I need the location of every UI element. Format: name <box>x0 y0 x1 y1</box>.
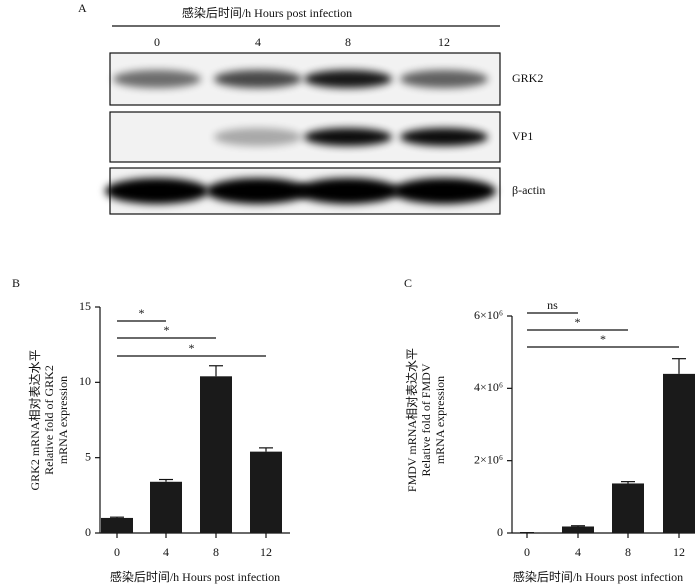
lane-label: 8 <box>345 35 351 49</box>
significance-label: * <box>575 315 581 329</box>
band-label: VP1 <box>512 129 533 143</box>
y-axis-label: mRNA expression <box>56 376 70 464</box>
band-label: β-actin <box>512 183 545 197</box>
blot-title: 感染后时间/h Hours post infection <box>182 5 352 20</box>
band <box>304 128 392 146</box>
x-tick-label: 0 <box>524 545 530 559</box>
x-tick-label: 4 <box>163 545 169 559</box>
y-tick-label: 5 <box>85 449 91 463</box>
x-tick-label: 12 <box>260 545 272 559</box>
x-axis-label: 感染后时间/h Hours post infection <box>513 569 683 584</box>
x-axis-label: 感染后时间/h Hours post infection <box>110 569 280 584</box>
band <box>214 128 302 146</box>
panel-label: B <box>12 276 20 290</box>
band <box>392 178 496 204</box>
band <box>105 178 209 204</box>
bar <box>101 517 133 533</box>
y-axis-label: Relative fold of GRK2 <box>42 365 56 475</box>
western-blot <box>105 52 501 215</box>
significance-label: * <box>139 306 145 320</box>
significance-label: * <box>164 323 170 337</box>
y-axis-label: GRK2 mRNA相对表达水平 <box>28 349 42 490</box>
band <box>214 70 302 88</box>
y-tick-label: 0 <box>497 525 503 539</box>
significance-label: ns <box>547 298 558 312</box>
significance-label: * <box>600 332 606 346</box>
band <box>400 128 488 146</box>
band <box>296 178 400 204</box>
y-axis-label: mRNA expression <box>433 376 447 464</box>
y-tick-label: 10 <box>79 374 91 388</box>
x-tick-label: 0 <box>114 545 120 559</box>
lane-label: 4 <box>255 35 261 49</box>
bar <box>200 376 232 533</box>
significance-label: * <box>189 341 195 355</box>
lane-label: 12 <box>438 35 450 49</box>
band <box>113 70 201 88</box>
bar <box>562 526 594 533</box>
x-tick-label: 12 <box>673 545 685 559</box>
lane-label: 0 <box>154 35 160 49</box>
panel-label: A <box>78 1 87 15</box>
y-tick-label: 6×10⁶ <box>474 308 503 322</box>
bar <box>663 373 695 533</box>
x-tick-label: 4 <box>575 545 581 559</box>
panel-label: C <box>404 276 412 290</box>
y-axis-label: FMDV mRNA相对表达水平 <box>405 348 419 492</box>
band <box>304 70 392 88</box>
y-tick-label: 15 <box>79 299 91 313</box>
x-tick-label: 8 <box>625 545 631 559</box>
y-axis-label: Relative fold of FMDV <box>419 363 433 476</box>
bar <box>250 451 282 533</box>
y-tick-label: 4×10⁶ <box>474 380 503 394</box>
x-tick-label: 8 <box>213 545 219 559</box>
band <box>400 70 488 88</box>
y-tick-label: 2×10⁶ <box>474 452 503 466</box>
y-tick-label: 0 <box>85 525 91 539</box>
bar <box>150 481 182 533</box>
band <box>206 178 310 204</box>
bar <box>612 483 644 533</box>
band-label: GRK2 <box>512 71 543 85</box>
